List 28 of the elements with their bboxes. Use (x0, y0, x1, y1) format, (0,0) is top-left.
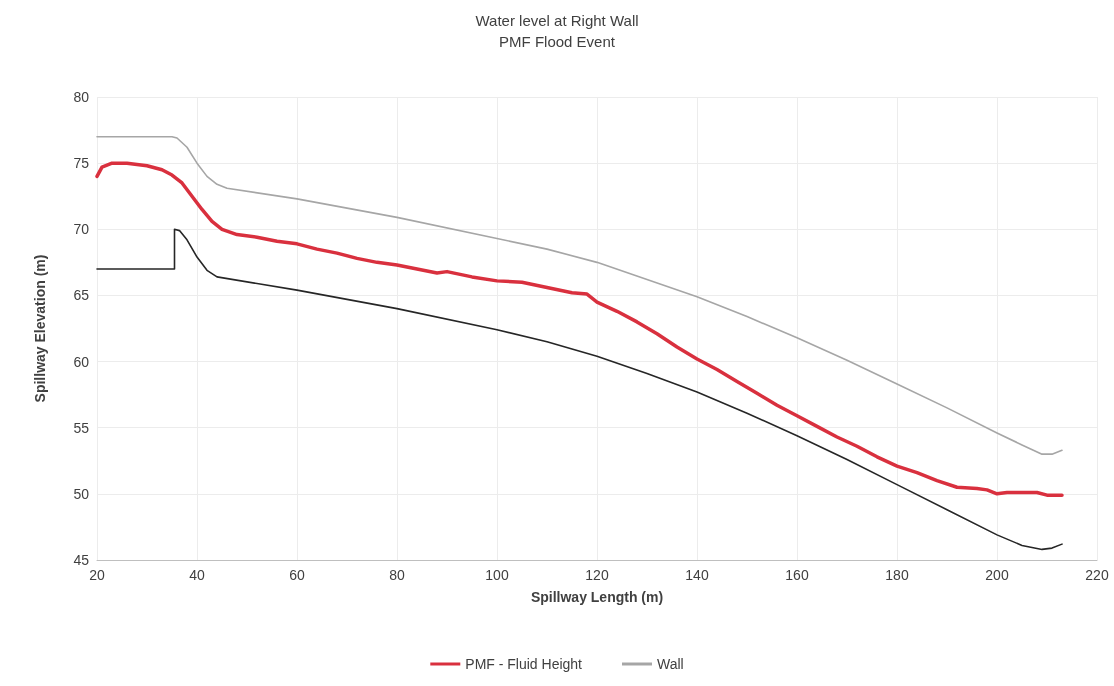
x-tick-label: 60 (289, 567, 305, 583)
y-tick-label: 50 (73, 485, 90, 502)
line-series (95, 161, 1064, 497)
line-series (96, 135, 1063, 455)
x-tick-label: 140 (685, 567, 709, 583)
line-series (96, 228, 1063, 551)
x-tick-label: 120 (585, 567, 609, 583)
legend-label: Wall (657, 656, 684, 672)
y-tick-label: 75 (73, 155, 90, 172)
legend-label: PMF - Fluid Height (465, 656, 583, 672)
x-tick-label: 80 (389, 567, 405, 583)
y-tick-label: 60 (73, 353, 90, 370)
x-tick-label: 180 (885, 567, 909, 583)
y-tick-label: 70 (73, 221, 90, 238)
y-tick-label: 65 (73, 287, 90, 304)
x-tick-label: 200 (985, 567, 1009, 583)
y-axis-title: Spillway Elevation (m) (32, 254, 48, 403)
x-tick-label: 220 (1085, 567, 1109, 583)
y-tick-label: 45 (73, 552, 90, 568)
x-tick-label: 100 (485, 567, 509, 583)
x-tick-label: 40 (189, 567, 205, 583)
x-axis-title: Spillway Length (m) (530, 589, 664, 605)
x-tick-label: 20 (89, 567, 105, 583)
chart-subtitle: PMF Flood Event (499, 33, 616, 50)
x-tick-label: 160 (785, 567, 809, 583)
chart-title: Water level at Right Wall (475, 12, 639, 29)
y-tick-label: 80 (73, 89, 90, 105)
y-tick-label: 55 (73, 419, 90, 436)
